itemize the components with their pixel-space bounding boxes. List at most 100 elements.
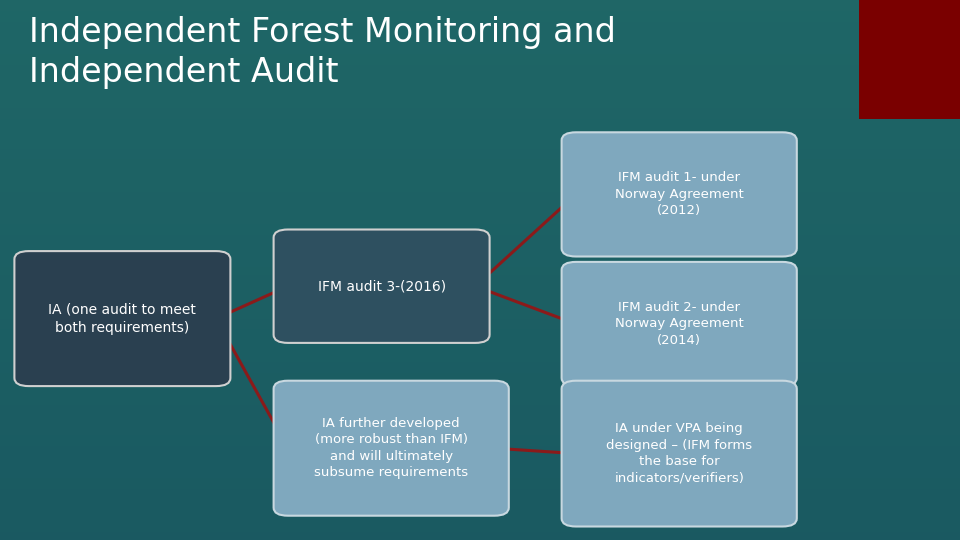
Bar: [0, 446, 960, 448]
Bar: [0, 278, 960, 281]
Bar: [0, 340, 960, 343]
Bar: [0, 65, 960, 68]
Bar: [0, 386, 960, 389]
Bar: [0, 462, 960, 464]
Bar: [0, 40, 960, 43]
Bar: [0, 246, 960, 248]
Bar: [0, 49, 960, 51]
Bar: [0, 213, 960, 216]
Bar: [0, 151, 960, 154]
Bar: [0, 400, 960, 402]
Bar: [0, 192, 960, 194]
Bar: [0, 364, 960, 367]
Bar: [0, 526, 960, 529]
Bar: [0, 202, 960, 205]
Bar: [0, 208, 960, 211]
Bar: [0, 470, 960, 472]
Bar: [0, 351, 960, 354]
Bar: [0, 221, 960, 224]
Bar: [0, 27, 960, 30]
Bar: [0, 408, 960, 410]
FancyBboxPatch shape: [562, 262, 797, 386]
Bar: [0, 124, 960, 127]
Bar: [0, 338, 960, 340]
Bar: [0, 173, 960, 176]
Bar: [0, 316, 960, 319]
Bar: [0, 359, 960, 362]
Bar: [0, 410, 960, 413]
Bar: [0, 440, 960, 443]
Bar: [0, 122, 960, 124]
Bar: [0, 297, 960, 300]
FancyBboxPatch shape: [274, 230, 490, 343]
Bar: [0, 389, 960, 392]
Bar: [0, 189, 960, 192]
Bar: [0, 500, 960, 502]
Bar: [0, 405, 960, 408]
Bar: [0, 170, 960, 173]
Bar: [0, 383, 960, 386]
Bar: [0, 3, 960, 5]
Bar: [0, 178, 960, 181]
Bar: [0, 362, 960, 364]
Bar: [0, 529, 960, 532]
Bar: [0, 308, 960, 310]
Bar: [0, 305, 960, 308]
Bar: [0, 119, 960, 122]
Bar: [0, 354, 960, 356]
Bar: [0, 62, 960, 65]
Bar: [0, 265, 960, 267]
Bar: [0, 108, 960, 111]
Bar: [0, 51, 960, 54]
Bar: [0, 346, 960, 348]
Bar: [0, 262, 960, 265]
Bar: [0, 240, 960, 243]
Bar: [0, 497, 960, 500]
Text: IFM audit 3-(2016): IFM audit 3-(2016): [318, 279, 445, 293]
Bar: [0, 46, 960, 49]
Bar: [0, 443, 960, 445]
Bar: [0, 286, 960, 289]
Bar: [0, 321, 960, 324]
Bar: [0, 0, 960, 3]
Bar: [0, 238, 960, 240]
Bar: [0, 200, 960, 202]
Bar: [0, 505, 960, 508]
Bar: [0, 310, 960, 313]
Bar: [0, 97, 960, 100]
Bar: [0, 194, 960, 197]
Bar: [0, 211, 960, 213]
Bar: [0, 113, 960, 116]
Bar: [0, 86, 960, 89]
Bar: [0, 5, 960, 8]
Bar: [0, 313, 960, 316]
Bar: [0, 267, 960, 270]
Bar: [0, 84, 960, 86]
Bar: [0, 381, 960, 383]
Bar: [0, 427, 960, 429]
Text: IA under VPA being
designed – (IFM forms
the base for
indicators/verifiers): IA under VPA being designed – (IFM forms…: [606, 422, 753, 485]
Bar: [0, 375, 960, 378]
Bar: [0, 100, 960, 103]
Bar: [0, 356, 960, 359]
Bar: [0, 32, 960, 35]
Bar: [0, 292, 960, 294]
Bar: [0, 392, 960, 394]
Bar: [0, 146, 960, 148]
Text: IFM audit 1- under
Norway Agreement
(2012): IFM audit 1- under Norway Agreement (201…: [614, 171, 744, 218]
Bar: [0, 424, 960, 427]
Text: IFM audit 2- under
Norway Agreement
(2014): IFM audit 2- under Norway Agreement (201…: [614, 301, 744, 347]
Bar: [0, 81, 960, 84]
Bar: [0, 186, 960, 189]
Bar: [0, 70, 960, 73]
Bar: [0, 394, 960, 397]
Bar: [0, 176, 960, 178]
Bar: [0, 494, 960, 497]
Bar: [0, 275, 960, 278]
Bar: [0, 521, 960, 524]
Bar: [0, 535, 960, 537]
Bar: [0, 205, 960, 208]
Bar: [0, 502, 960, 505]
Bar: [0, 332, 960, 335]
Bar: [0, 451, 960, 454]
